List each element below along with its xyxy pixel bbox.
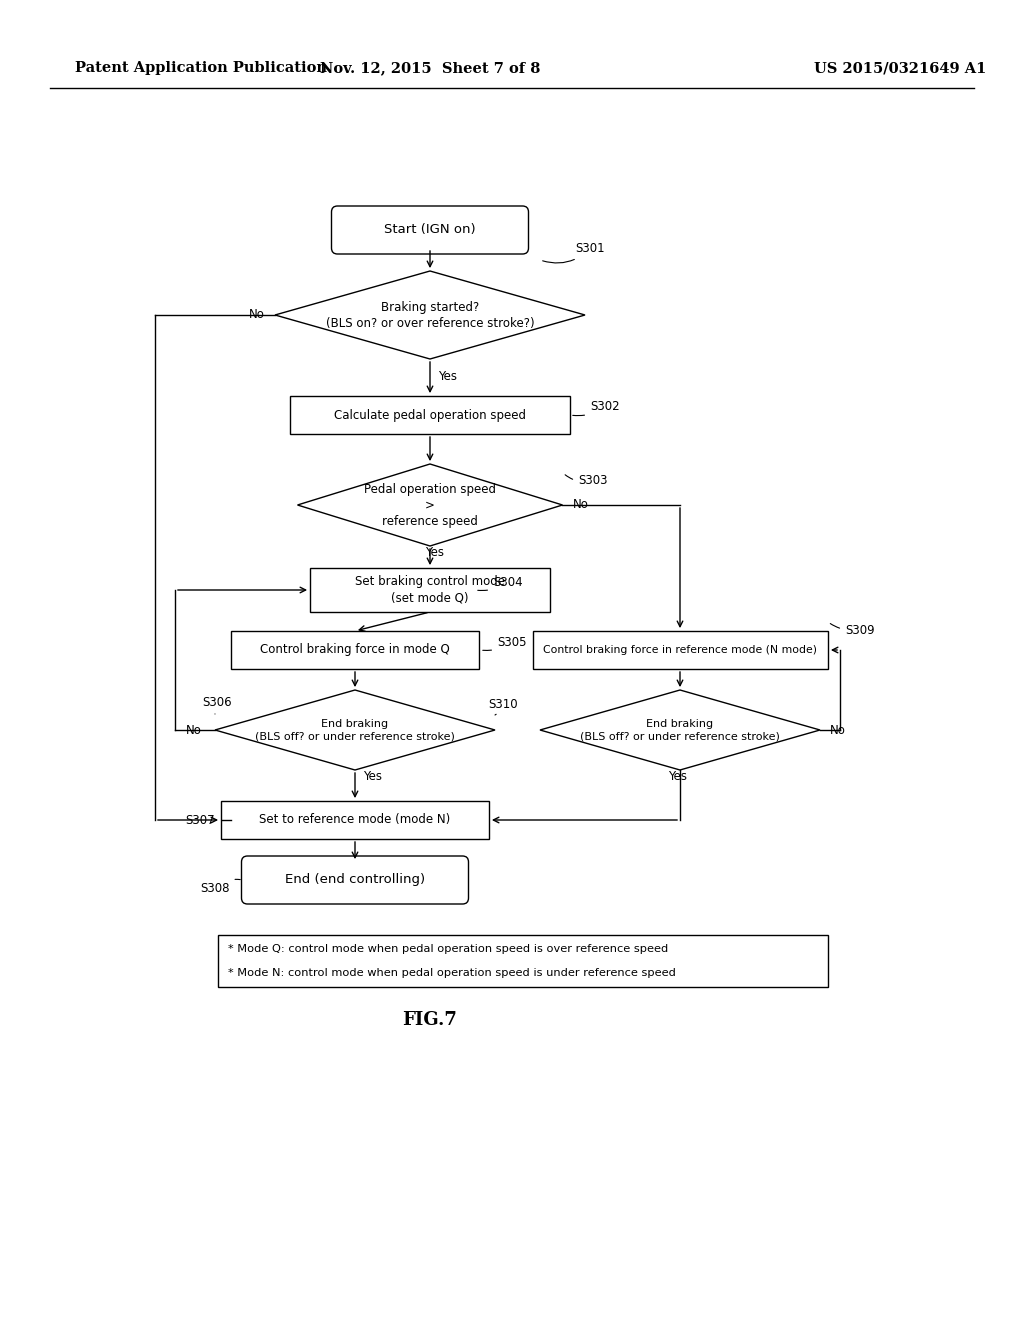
Bar: [218, 935, 828, 987]
Polygon shape: [275, 271, 585, 359]
Text: End (end controlling): End (end controlling): [285, 874, 425, 887]
Text: S302: S302: [572, 400, 620, 416]
Text: S307: S307: [185, 813, 215, 826]
Text: US 2015/0321649 A1: US 2015/0321649 A1: [814, 61, 986, 75]
Text: S310: S310: [488, 698, 517, 715]
Text: No: No: [830, 723, 846, 737]
Text: Braking started?
(BLS on? or over reference stroke?): Braking started? (BLS on? or over refere…: [326, 301, 535, 330]
Bar: [532, 631, 827, 669]
Text: Set braking control mode
(set mode Q): Set braking control mode (set mode Q): [355, 576, 505, 605]
Bar: [231, 631, 479, 669]
Bar: [221, 801, 489, 840]
Polygon shape: [540, 690, 820, 770]
Polygon shape: [298, 465, 562, 546]
Text: Pedal operation speed
>
reference speed: Pedal operation speed > reference speed: [364, 483, 496, 528]
Text: End braking
(BLS off? or under reference stroke): End braking (BLS off? or under reference…: [255, 719, 455, 742]
Text: Control braking force in mode Q: Control braking force in mode Q: [260, 644, 450, 656]
Text: Yes: Yes: [668, 771, 687, 784]
Text: S309: S309: [830, 623, 874, 636]
Text: S304: S304: [478, 576, 522, 590]
Text: S301: S301: [543, 243, 604, 263]
FancyBboxPatch shape: [332, 206, 528, 253]
Bar: [290, 396, 570, 434]
Polygon shape: [215, 690, 495, 770]
Text: End braking
(BLS off? or under reference stroke): End braking (BLS off? or under reference…: [580, 719, 780, 742]
Text: Yes: Yes: [425, 546, 444, 560]
Text: * Mode Q: control mode when pedal operation speed is over reference speed: * Mode Q: control mode when pedal operat…: [228, 944, 669, 954]
FancyBboxPatch shape: [242, 855, 469, 904]
Text: Nov. 12, 2015  Sheet 7 of 8: Nov. 12, 2015 Sheet 7 of 8: [319, 61, 541, 75]
Text: Yes: Yes: [438, 371, 457, 384]
Text: S305: S305: [482, 635, 526, 651]
Text: Control braking force in reference mode (N mode): Control braking force in reference mode …: [543, 645, 817, 655]
Text: Set to reference mode (mode N): Set to reference mode (mode N): [259, 813, 451, 826]
Text: No: No: [186, 723, 202, 737]
Text: * Mode N: control mode when pedal operation speed is under reference speed: * Mode N: control mode when pedal operat…: [228, 968, 676, 978]
Text: S306: S306: [202, 696, 231, 714]
Text: No: No: [573, 499, 589, 511]
Text: Patent Application Publication: Patent Application Publication: [75, 61, 327, 75]
Text: Yes: Yes: [362, 771, 382, 784]
Text: S303: S303: [565, 474, 607, 487]
Text: Start (IGN on): Start (IGN on): [384, 223, 476, 236]
Text: S308: S308: [200, 879, 241, 895]
Text: No: No: [249, 309, 265, 322]
Bar: [310, 568, 550, 612]
Text: FIG.7: FIG.7: [402, 1011, 458, 1030]
Text: Calculate pedal operation speed: Calculate pedal operation speed: [334, 408, 526, 421]
